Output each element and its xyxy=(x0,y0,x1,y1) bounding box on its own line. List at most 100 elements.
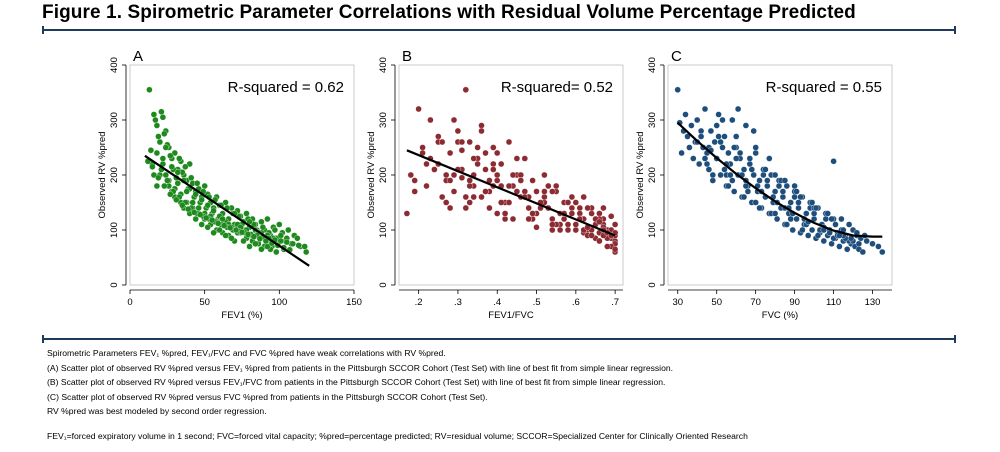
data-point xyxy=(791,182,798,190)
data-point xyxy=(588,210,595,217)
data-point xyxy=(498,199,505,206)
data-point xyxy=(766,155,773,162)
data-point xyxy=(153,122,161,129)
data-point xyxy=(803,210,810,217)
data-point xyxy=(781,177,789,184)
y-tick-label: 0 xyxy=(378,282,389,287)
data-point xyxy=(466,138,473,146)
data-point xyxy=(155,133,162,140)
data-point xyxy=(690,155,697,162)
data-point xyxy=(762,166,769,173)
y-tick-label: 100 xyxy=(109,222,120,238)
data-point xyxy=(294,235,301,242)
data-point xyxy=(822,215,829,223)
data-point xyxy=(688,122,695,129)
data-points xyxy=(674,86,886,256)
y-axis-label: Observed RV %pred xyxy=(366,132,377,219)
data-point xyxy=(466,199,473,206)
data-point xyxy=(192,215,199,223)
data-point xyxy=(771,171,779,179)
x-axis-label: FVC (%) xyxy=(762,310,798,321)
data-point xyxy=(697,133,705,140)
data-point xyxy=(521,155,528,162)
data-point xyxy=(733,155,740,162)
data-point xyxy=(303,248,310,256)
data-point xyxy=(697,127,705,135)
x-tick-label: .3 xyxy=(454,297,462,308)
data-point xyxy=(462,86,469,93)
data-point xyxy=(147,147,155,154)
data-point xyxy=(742,122,750,129)
y-tick-label: 100 xyxy=(378,222,389,238)
data-point xyxy=(458,174,466,181)
r-squared-annotation: R-squared = 0.62 xyxy=(228,79,344,96)
data-point xyxy=(553,182,560,190)
data-point xyxy=(271,226,279,234)
data-point xyxy=(572,199,579,206)
data-point xyxy=(435,133,442,140)
x-axis-label: FEV1/FVC xyxy=(488,310,534,321)
data-point xyxy=(462,204,469,212)
y-tick-label: 300 xyxy=(109,112,120,128)
data-point xyxy=(701,105,709,113)
data-point xyxy=(787,215,794,223)
x-tick-label: .5 xyxy=(533,297,541,308)
data-point xyxy=(812,204,820,212)
data-point xyxy=(568,210,576,217)
data-point xyxy=(760,171,767,179)
data-point xyxy=(168,163,175,170)
scatter-chart: 0 100 200 300 400 30 50 70 90 110 130 C R-squared = … xyxy=(635,48,893,321)
data-point xyxy=(783,182,790,190)
y-tick-label: 400 xyxy=(378,57,389,73)
data-point xyxy=(836,243,843,250)
data-point xyxy=(717,171,724,179)
data-point xyxy=(879,248,886,256)
data-point xyxy=(244,231,252,238)
data-point xyxy=(238,229,246,236)
data-point xyxy=(179,202,186,209)
data-point xyxy=(545,182,552,190)
data-point xyxy=(411,177,418,184)
data-point xyxy=(810,210,818,217)
data-point xyxy=(533,224,540,231)
data-point xyxy=(529,210,536,217)
data-point xyxy=(474,144,481,151)
data-point xyxy=(576,204,583,212)
fit-line xyxy=(676,121,883,238)
data-points xyxy=(403,86,619,256)
x-tick-label: 100 xyxy=(271,297,287,308)
data-point xyxy=(150,171,158,179)
data-point xyxy=(153,182,161,190)
data-point xyxy=(246,243,253,250)
x-axis-label: FEV1 (%) xyxy=(221,310,262,321)
data-point xyxy=(795,204,802,212)
data-point xyxy=(748,166,755,173)
data-point xyxy=(678,149,685,157)
data-point xyxy=(149,163,156,170)
data-point xyxy=(756,204,763,212)
data-point xyxy=(283,238,290,246)
data-point xyxy=(243,210,250,217)
data-point xyxy=(505,182,513,190)
data-point xyxy=(830,158,837,165)
data-point xyxy=(443,171,450,179)
data-point xyxy=(214,220,222,227)
data-point xyxy=(407,171,414,179)
data-point xyxy=(783,221,790,228)
data-point xyxy=(458,147,466,154)
data-point xyxy=(289,240,296,247)
data-point xyxy=(729,116,736,124)
data-point xyxy=(216,226,223,234)
data-point xyxy=(174,169,181,176)
figure-caption: Spirometric Parameters FEV₁ %pred, FEV₁/… xyxy=(47,346,947,444)
data-point xyxy=(285,226,292,234)
data-point xyxy=(750,171,757,179)
x-tick-label: 70 xyxy=(750,297,761,308)
y-tick-label: 400 xyxy=(109,57,120,73)
x-tick-label: .2 xyxy=(415,297,423,308)
data-point xyxy=(189,199,196,206)
x-tick-label: 50 xyxy=(199,297,210,308)
x-tick-label: 90 xyxy=(789,297,800,308)
data-point xyxy=(596,237,603,245)
x-tick-label: .4 xyxy=(493,297,501,308)
